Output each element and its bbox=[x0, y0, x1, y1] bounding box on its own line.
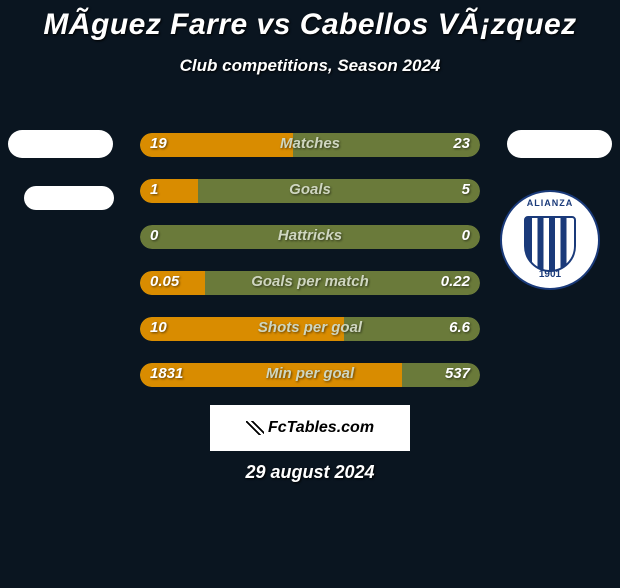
stat-value-left: 0 bbox=[150, 227, 158, 244]
player1-badge-placeholder-2 bbox=[24, 186, 114, 210]
date: 29 august 2024 bbox=[0, 462, 620, 483]
player2-club-badge: ALIANZA 1901 bbox=[500, 190, 600, 290]
stat-value-right: 6.6 bbox=[449, 319, 470, 336]
stat-label: Hattricks bbox=[140, 227, 480, 244]
attribution-logo: FcTables.com bbox=[246, 419, 374, 437]
page-title: MÃ­guez Farre vs Cabellos VÃ¡zquez bbox=[0, 8, 620, 42]
stat-value-left: 1831 bbox=[150, 365, 183, 382]
stat-row: Min per goal1831 537 bbox=[140, 363, 480, 387]
stat-label: Goals bbox=[140, 181, 480, 198]
club-shield-icon bbox=[524, 216, 576, 272]
stat-row: Shots per goal10 6.6 bbox=[140, 317, 480, 341]
stat-value-left: 1 bbox=[150, 181, 158, 198]
stat-value-right: 0 bbox=[462, 227, 470, 244]
stat-row: Goals1 5 bbox=[140, 179, 480, 203]
stat-label: Min per goal bbox=[140, 365, 480, 382]
club-name-top: ALIANZA bbox=[502, 198, 598, 208]
subtitle: Club competitions, Season 2024 bbox=[0, 56, 620, 76]
stat-label: Goals per match bbox=[140, 273, 480, 290]
attribution-box: FcTables.com bbox=[210, 405, 410, 451]
attribution-text: FcTables.com bbox=[268, 419, 374, 437]
stat-value-left: 10 bbox=[150, 319, 167, 336]
stat-value-right: 0.22 bbox=[441, 273, 470, 290]
stat-label: Shots per goal bbox=[140, 319, 480, 336]
stat-row: Hattricks0 0 bbox=[140, 225, 480, 249]
stat-row: Matches19 23 bbox=[140, 133, 480, 157]
stat-value-left: 19 bbox=[150, 135, 167, 152]
stat-label: Matches bbox=[140, 135, 480, 152]
stat-row: Goals per match0.05 0.22 bbox=[140, 271, 480, 295]
club-year: 1901 bbox=[539, 269, 561, 280]
player2-badge-placeholder-1 bbox=[507, 130, 612, 158]
stats-bars: Matches19 23 Goals1 5 Hattricks0 0 Goals per m… bbox=[140, 133, 480, 409]
stat-value-right: 537 bbox=[445, 365, 470, 382]
stat-value-right: 23 bbox=[453, 135, 470, 152]
player1-badge-placeholder-1 bbox=[8, 130, 113, 158]
attribution-mark-icon bbox=[246, 421, 264, 435]
stat-value-right: 5 bbox=[462, 181, 470, 198]
stat-value-left: 0.05 bbox=[150, 273, 179, 290]
